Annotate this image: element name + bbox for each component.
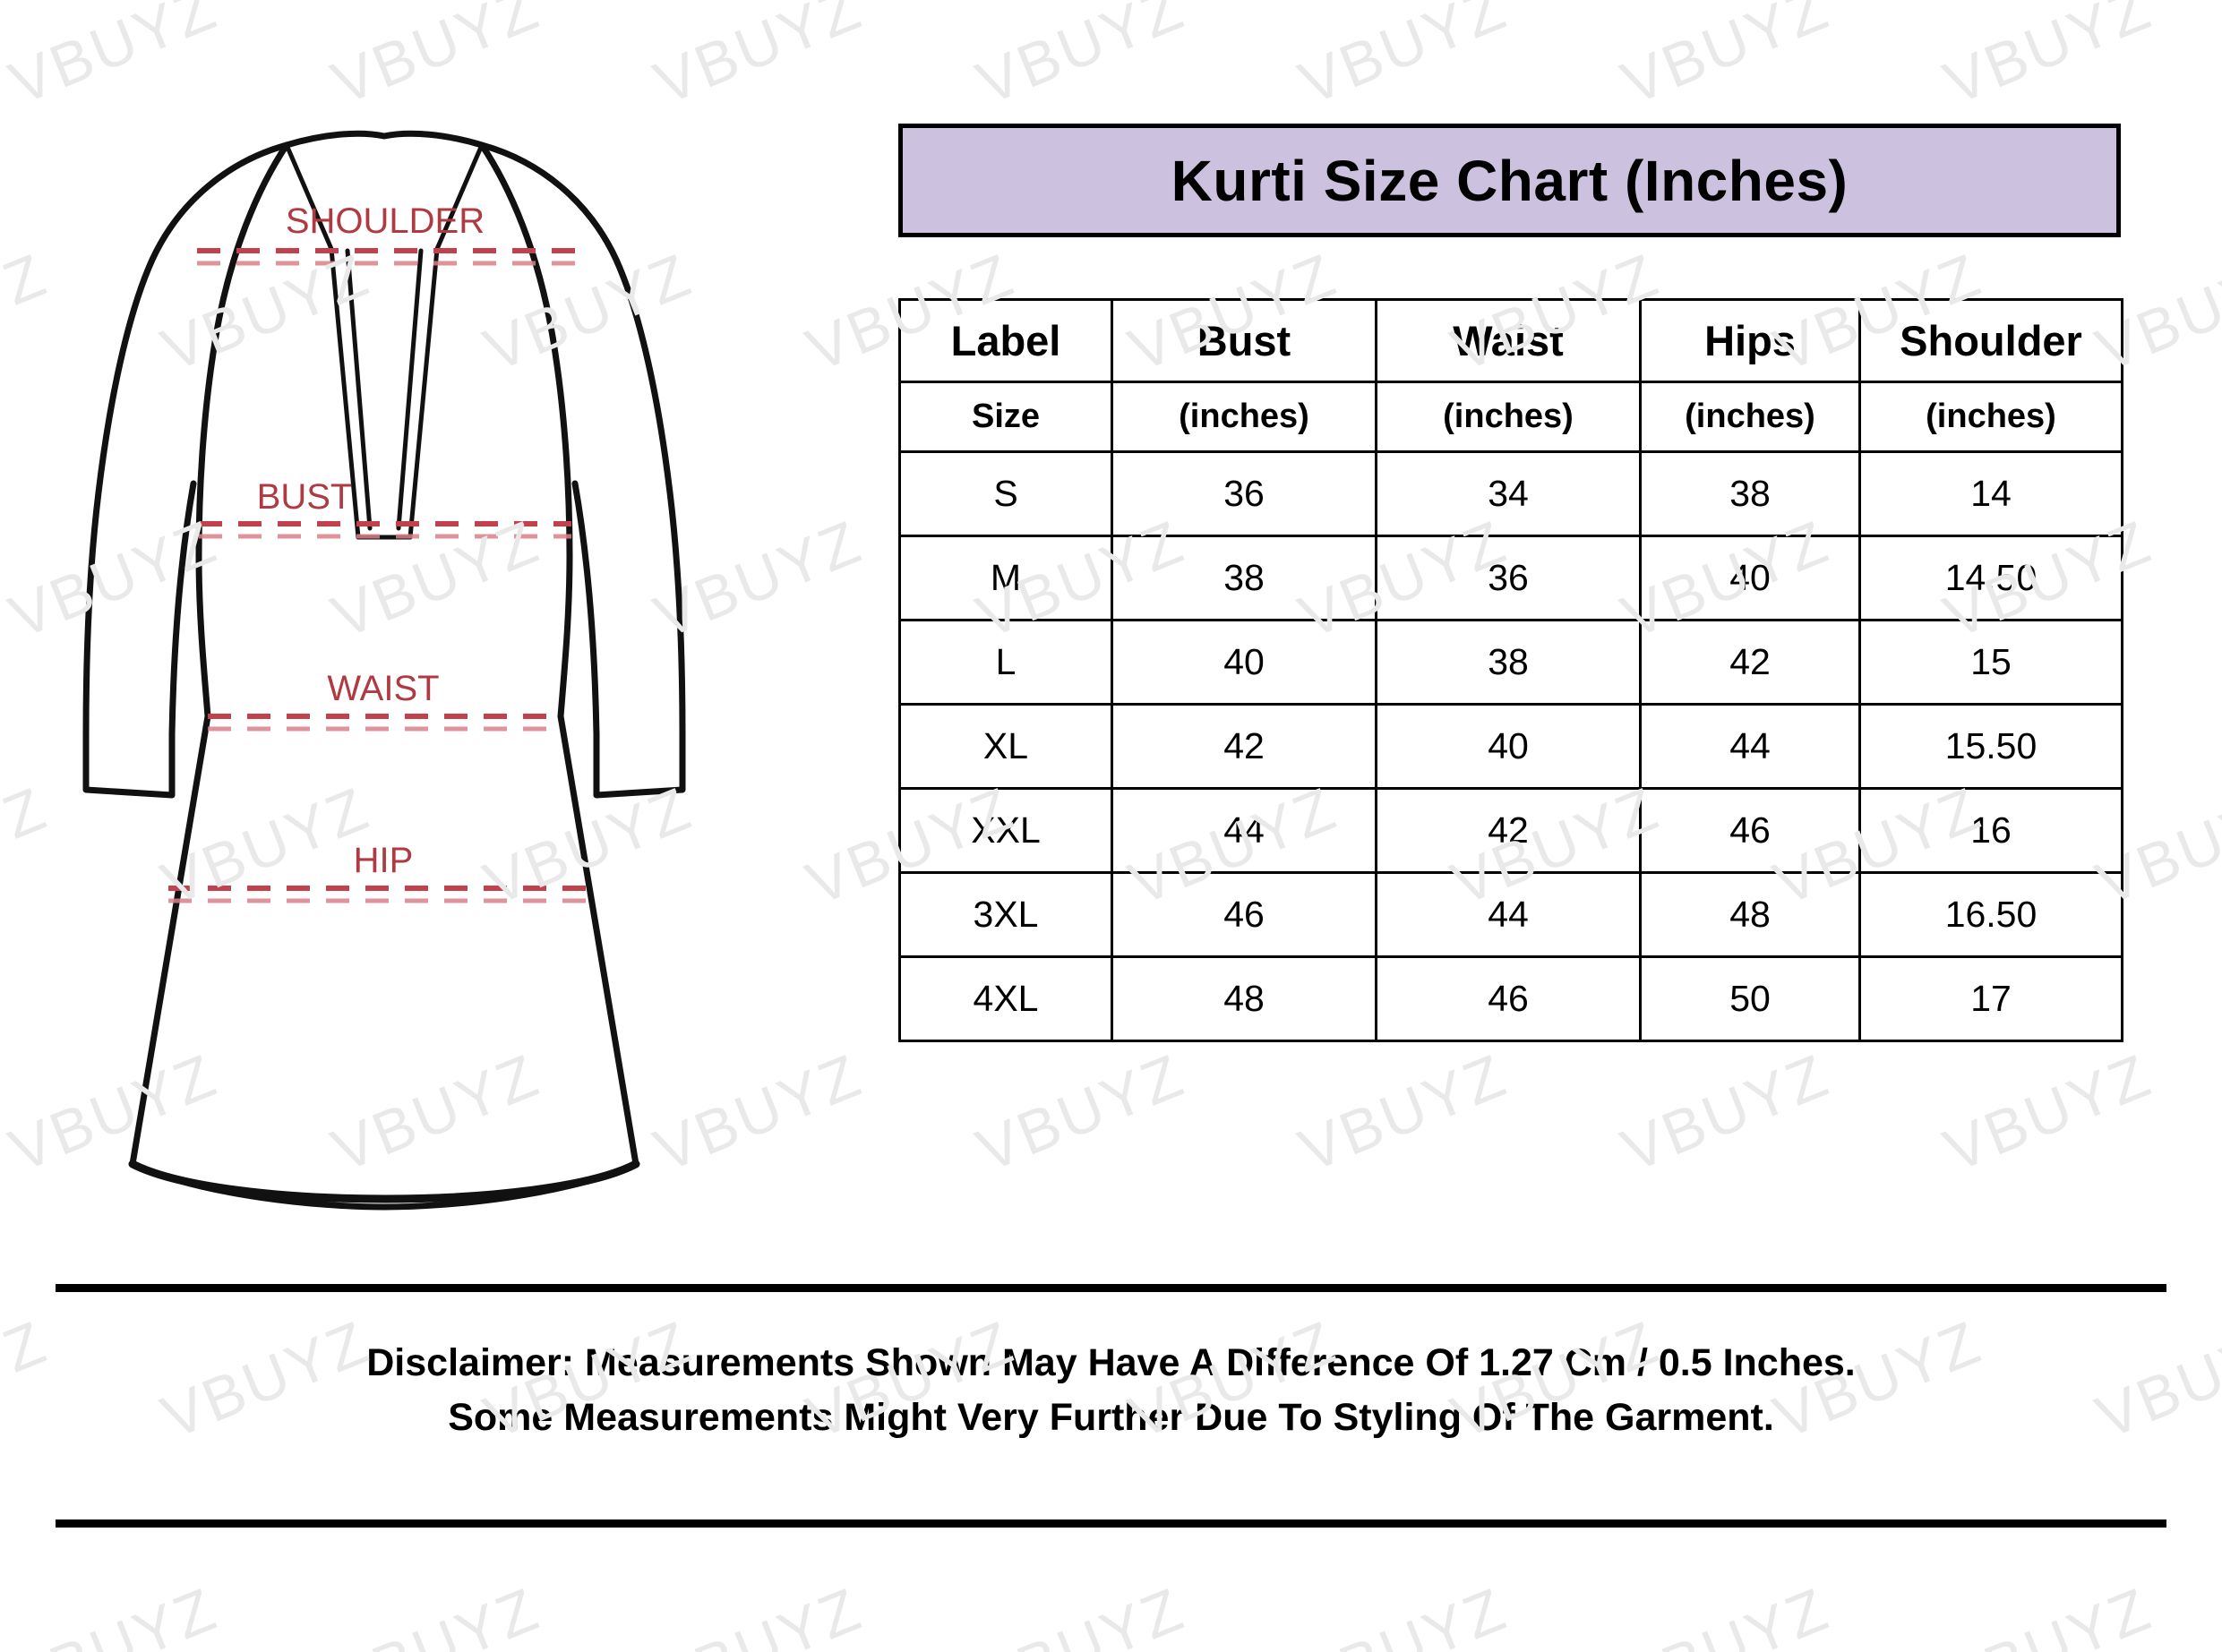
- page-title: Kurti Size Chart (Inches): [1171, 148, 1849, 213]
- label-bust: BUST: [257, 477, 353, 517]
- unit-cell-waist: (inches): [1375, 381, 1642, 453]
- unit-cell-bust: (inches): [1111, 381, 1377, 453]
- watermark-text: VBUYZ: [967, 0, 1194, 118]
- watermark-text: VBUYZ: [1612, 1574, 1839, 1652]
- size-chart-table: Label Bust Waist Hips Shoulder Size (inc…: [898, 298, 2123, 1042]
- watermark-text: VBUYZ: [645, 1574, 871, 1652]
- disclaimer-line-1: Disclaimer: Measurements Shown May Have …: [366, 1341, 1856, 1384]
- measurement-dashed-lines: [168, 248, 600, 891]
- watermark-text: VBUYZ: [0, 0, 227, 118]
- watermark-text: VBUYZ: [967, 1574, 1194, 1652]
- column-header-waist: Waist: [1375, 298, 1642, 383]
- unit-cell-label: Size: [898, 381, 1113, 453]
- cell-hips: 50: [1639, 955, 1861, 1042]
- cell-shoulder: 15.50: [1858, 703, 2123, 790]
- cell-bust: 38: [1111, 535, 1377, 621]
- cell-waist: 46: [1375, 955, 1642, 1042]
- cell-size-label: L: [898, 619, 1113, 706]
- table-body: S 36 34 38 14 M 38 36 40 14.50 L: [898, 450, 2123, 1042]
- table-row: S 36 34 38 14: [898, 450, 2123, 537]
- cell-bust: 46: [1111, 871, 1377, 958]
- label-hip: HIP: [354, 841, 414, 880]
- cell-hips: 44: [1639, 703, 1861, 790]
- watermark-text: VBUYZ: [1290, 0, 1516, 118]
- watermark-text: VBUYZ: [0, 774, 56, 919]
- cell-bust: 40: [1111, 619, 1377, 706]
- watermark-text: VBUYZ: [1935, 0, 2161, 118]
- cell-bust: 48: [1111, 955, 1377, 1042]
- table-head: Label Bust Waist Hips Shoulder Size (inc…: [898, 298, 2123, 453]
- column-header-shoulder: Shoulder: [1858, 298, 2123, 383]
- column-header-bust: Bust: [1111, 298, 1377, 383]
- chart-title-box: Kurti Size Chart (Inches): [898, 124, 2121, 237]
- cell-bust: 36: [1111, 450, 1377, 537]
- table-row: XXL 44 42 46 16: [898, 787, 2123, 874]
- cell-shoulder: 14.50: [1858, 535, 2123, 621]
- watermark-text: VBUYZ: [967, 1040, 1194, 1186]
- unit-cell-hips: (inches): [1639, 381, 1861, 453]
- table-row: 3XL 46 44 48 16.50: [898, 871, 2123, 958]
- cell-waist: 42: [1375, 787, 1642, 874]
- watermark-text: VBUYZ: [0, 240, 56, 385]
- divider-rule-bottom: [56, 1519, 2166, 1528]
- watermark-text: VBUYZ: [1935, 1574, 2161, 1652]
- watermark-text: VBUYZ: [1612, 0, 1839, 118]
- watermark-text: VBUYZ: [322, 0, 549, 118]
- cell-hips: 46: [1639, 787, 1861, 874]
- table-row: M 38 36 40 14.50: [898, 535, 2123, 621]
- measurement-dashed-lines-shadow: [168, 261, 600, 903]
- disclaimer-line-2: Some Measurements Might Very Further Due…: [448, 1396, 1774, 1440]
- cell-bust: 44: [1111, 787, 1377, 874]
- disclaimer-block: Disclaimer: Measurements Shown May Have …: [0, 1336, 2222, 1445]
- cell-shoulder: 14: [1858, 450, 2123, 537]
- cell-waist: 36: [1375, 535, 1642, 621]
- watermark-text: VBUYZ: [0, 1574, 227, 1652]
- cell-size-label: 3XL: [898, 871, 1113, 958]
- label-waist: WAIST: [327, 669, 439, 708]
- column-header-hips: Hips: [1639, 298, 1861, 383]
- table-header-row: Label Bust Waist Hips Shoulder: [898, 298, 2123, 383]
- cell-hips: 38: [1639, 450, 1861, 537]
- label-shoulder: SHOULDER: [286, 201, 485, 241]
- cell-waist: 34: [1375, 450, 1642, 537]
- cell-size-label: 4XL: [898, 955, 1113, 1042]
- table-row: 4XL 48 46 50 17: [898, 955, 2123, 1042]
- cell-hips: 42: [1639, 619, 1861, 706]
- table-row: L 40 38 42 15: [898, 619, 2123, 706]
- table-unit-row: Size (inches) (inches) (inches) (inches): [898, 381, 2123, 453]
- watermark-text: VBUYZ: [1290, 1040, 1516, 1186]
- cell-waist: 44: [1375, 871, 1642, 958]
- chart-panel: Kurti Size Chart (Inches) Label Bust Wai…: [898, 124, 2123, 1042]
- cell-shoulder: 15: [1858, 619, 2123, 706]
- cell-size-label: M: [898, 535, 1113, 621]
- watermark-text: VBUYZ: [1290, 1574, 1516, 1652]
- cell-shoulder: 17: [1858, 955, 2123, 1042]
- cell-shoulder: 16: [1858, 787, 2123, 874]
- garment-illustration: SHOULDER BUST WAIST HIP: [63, 107, 690, 1271]
- cell-bust: 42: [1111, 703, 1377, 790]
- cell-size-label: XXL: [898, 787, 1113, 874]
- unit-cell-shoulder: (inches): [1858, 381, 2123, 453]
- cell-shoulder: 16.50: [1858, 871, 2123, 958]
- column-header-label: Label: [898, 298, 1113, 383]
- cell-size-label: S: [898, 450, 1113, 537]
- cell-hips: 48: [1639, 871, 1861, 958]
- cell-size-label: XL: [898, 703, 1113, 790]
- cell-hips: 40: [1639, 535, 1861, 621]
- table-row: XL 42 40 44 15.50: [898, 703, 2123, 790]
- watermark-text: VBUYZ: [1935, 1040, 2161, 1186]
- watermark-text: VBUYZ: [322, 1574, 549, 1652]
- watermark-text: VBUYZ: [645, 0, 871, 118]
- cell-waist: 38: [1375, 619, 1642, 706]
- cell-waist: 40: [1375, 703, 1642, 790]
- size-table-container: Label Bust Waist Hips Shoulder Size (inc…: [898, 298, 2123, 1042]
- watermark-text: VBUYZ: [1612, 1040, 1839, 1186]
- kurti-outline: [82, 130, 686, 1211]
- divider-rule-top: [56, 1284, 2166, 1292]
